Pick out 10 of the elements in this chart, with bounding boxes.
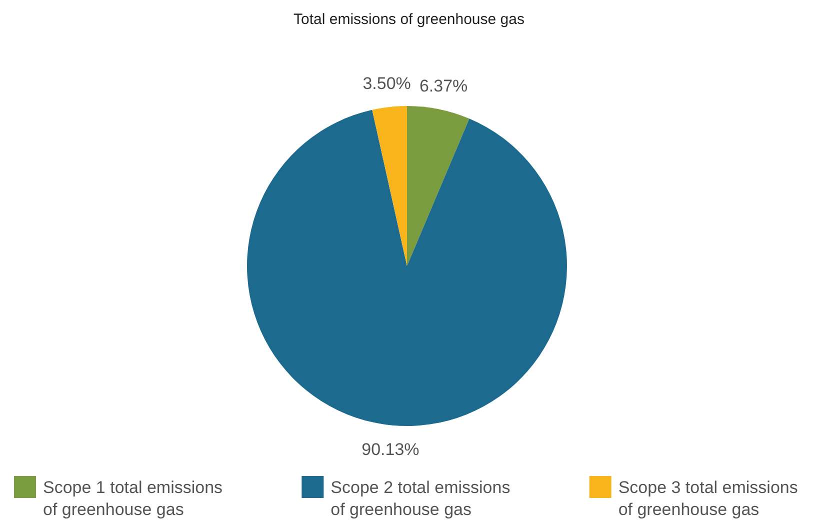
chart-title: Total emissions of greenhouse gas: [294, 11, 524, 28]
data-label: 6.37%: [419, 76, 468, 96]
data-label: 3.50%: [362, 74, 411, 94]
legend-label: Scope 3 total emissions of greenhouse gas: [618, 478, 798, 519]
pie-slice: [407, 106, 470, 266]
legend-label: Scope 1 total emissions of greenhouse gas: [43, 478, 223, 519]
data-label: 90.13%: [362, 440, 420, 460]
pie-slice: [372, 106, 407, 266]
legend-label: Scope 2 total emissions of greenhouse gas: [330, 478, 510, 519]
pie-slice: [247, 110, 567, 426]
